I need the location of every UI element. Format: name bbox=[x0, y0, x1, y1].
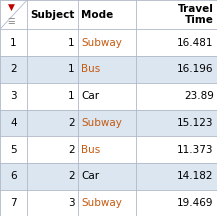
Text: 2: 2 bbox=[68, 145, 75, 155]
Bar bbox=[0, 29, 217, 56]
Text: Bus: Bus bbox=[81, 64, 101, 74]
Text: 23.89: 23.89 bbox=[184, 91, 214, 101]
Text: 3: 3 bbox=[68, 198, 75, 208]
Text: 11.373: 11.373 bbox=[177, 145, 214, 155]
Text: 1: 1 bbox=[68, 64, 75, 74]
Text: 2: 2 bbox=[68, 172, 75, 181]
Text: 15.123: 15.123 bbox=[177, 118, 214, 128]
Text: Subway: Subway bbox=[81, 198, 122, 208]
Text: 1: 1 bbox=[68, 91, 75, 101]
Text: 5: 5 bbox=[10, 145, 17, 155]
Text: Subway: Subway bbox=[81, 118, 122, 128]
Text: 7: 7 bbox=[10, 198, 17, 208]
Bar bbox=[0, 190, 217, 216]
Bar bbox=[0, 163, 217, 190]
Text: Mode: Mode bbox=[81, 10, 114, 20]
Text: Car: Car bbox=[81, 172, 100, 181]
Text: 1: 1 bbox=[68, 38, 75, 48]
Bar bbox=[0, 136, 217, 163]
Text: Car: Car bbox=[81, 91, 100, 101]
Bar bbox=[0, 83, 217, 110]
Text: 14.182: 14.182 bbox=[177, 172, 214, 181]
Text: 1: 1 bbox=[10, 38, 17, 48]
Bar bbox=[0, 56, 217, 83]
Text: Subject: Subject bbox=[31, 10, 75, 20]
Text: ☰: ☰ bbox=[8, 17, 15, 26]
Text: 16.481: 16.481 bbox=[177, 38, 214, 48]
Text: 6: 6 bbox=[10, 172, 17, 181]
Text: Subway: Subway bbox=[81, 38, 122, 48]
Text: 16.196: 16.196 bbox=[177, 64, 214, 74]
Text: 19.469: 19.469 bbox=[177, 198, 214, 208]
Text: Bus: Bus bbox=[81, 145, 101, 155]
Text: ▼: ▼ bbox=[8, 3, 15, 12]
Text: 2: 2 bbox=[68, 118, 75, 128]
Bar bbox=[0, 0, 217, 29]
Text: Travel
Time: Travel Time bbox=[178, 4, 214, 25]
Text: 2: 2 bbox=[10, 64, 17, 74]
Bar bbox=[0, 110, 217, 136]
Text: 4: 4 bbox=[10, 118, 17, 128]
Text: 3: 3 bbox=[10, 91, 17, 101]
